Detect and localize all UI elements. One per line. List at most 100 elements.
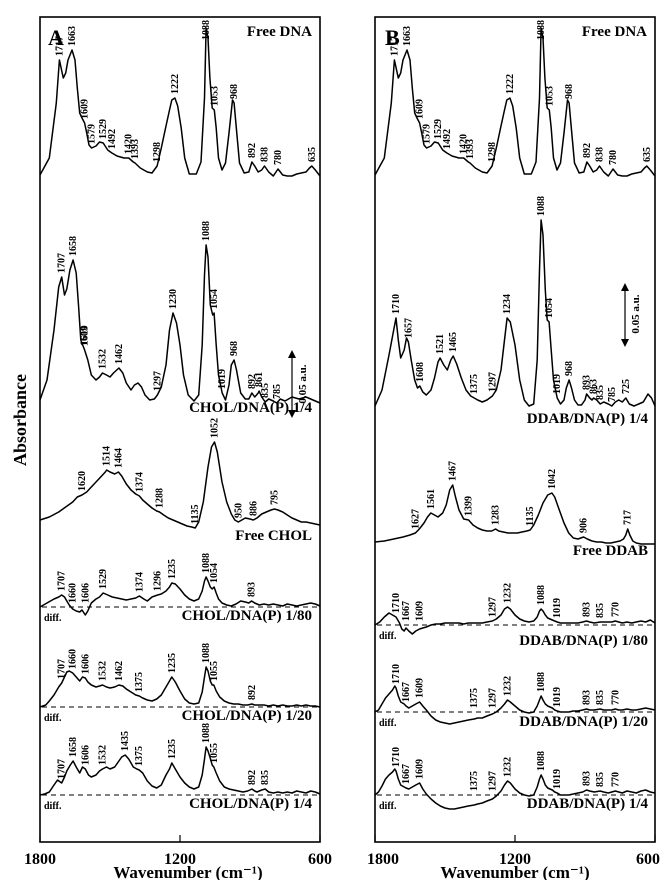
panel-a-peak-label: 1054	[209, 289, 220, 309]
panel-a-peak-label: 1088	[201, 221, 212, 241]
panel-a-series-name-2: CHOL/DNA(P) 1/4	[189, 400, 312, 416]
panel-a-peak-label: 1532	[98, 349, 109, 369]
panel-a-peak-label: 1532	[98, 661, 109, 681]
panel-b-peak-label: 1019	[552, 687, 563, 707]
panel-a-series-name-5: CHOL/DNA(P) 1/20	[182, 708, 312, 724]
panel-b-peak-label: 717	[623, 510, 634, 525]
panel-a-scale-label: 0.05 a.u.	[297, 364, 309, 403]
panel-a-peak-label: 1606	[80, 583, 91, 603]
panel-a-traces: diff. diff. diff.	[39, 27, 321, 812]
panel-a-peak-label: 1088	[201, 553, 212, 573]
panel-b-peak-label: 1608	[415, 362, 426, 382]
panel-a-peak-label: 1088	[201, 20, 212, 40]
panel-a-peak-label: 1135	[190, 505, 201, 524]
panel-b-peak-label: 1561	[426, 489, 437, 509]
panel-a-peak-label: 1375	[134, 672, 145, 692]
panel-b-peak-label: 1467	[448, 461, 459, 481]
panel-b-peak-label: 1088	[536, 20, 547, 40]
panel-b-peak-label: 1232	[503, 757, 514, 777]
panel-a-series-name-3: Free CHOL	[235, 528, 312, 544]
panel-b-diff-label-4: diff.	[379, 631, 397, 642]
panel-b-scale-bar: 0.05 a.u.	[621, 283, 642, 347]
panel-a-peak-label: 1088	[201, 723, 212, 743]
panel-a-peak-label: 1055	[209, 743, 220, 763]
panel-a-trace-4	[39, 576, 321, 616]
panel-b-peak-label: 1420	[459, 134, 470, 154]
panel-b-peak-label: 893	[582, 375, 593, 390]
panel-a-peak-label: 893	[247, 582, 258, 597]
panel-a-peak-label: 635	[307, 147, 318, 162]
panel-b-peak-label: 893	[582, 771, 593, 786]
panel-b-peak-label: 1053	[544, 86, 555, 106]
panel-a-peak-label: 1055	[209, 661, 220, 681]
panel-a-peak-label: 1374	[134, 472, 145, 492]
panel-a-peak-label: 1707	[57, 571, 68, 591]
panel-b-trace-3	[374, 484, 655, 545]
panel-b-peak-label: 1492	[442, 129, 453, 149]
panel-a-peak-label: 1610	[79, 325, 90, 345]
panel-a-peak-label: 1298	[152, 142, 163, 162]
panel-a-diff-label-5: diff.	[44, 713, 62, 724]
panel-a-peak-label: 892	[247, 374, 258, 389]
panel-b-peak-label: 892	[582, 143, 593, 158]
panel-a-peak-label: 1393	[130, 139, 141, 159]
panel-a-peak-label: 1579	[87, 124, 98, 144]
panel-a-peak-label: 892	[247, 143, 258, 158]
panel-b-peak-label: 1088	[536, 672, 547, 692]
panel-a-peak-label: 968	[229, 341, 240, 356]
panel-b-peak-label: 1088	[536, 196, 547, 216]
panel-b-peak-label: 1710	[391, 593, 402, 613]
panel-a-trace-1	[39, 27, 321, 177]
panel-b-peak-label: 1054	[544, 298, 555, 318]
panel-a-peak-label: 1658	[68, 737, 79, 757]
panel-a-peak-label: 1435	[120, 731, 131, 751]
panel-a-peak-label: 795	[270, 490, 281, 505]
panel-b-peak-label: 1393	[465, 139, 476, 159]
panel-b-peak-label: 1465	[448, 332, 459, 352]
panel-a-peak-label: 1462	[114, 344, 125, 364]
panel-b-series-name-4: DDAB/DNA(P) 1/80	[519, 633, 648, 649]
panel-a-xtick-1800: 1800	[24, 851, 56, 868]
panel-a-peak-label: 1235	[167, 559, 178, 579]
panel-a-trace-5	[39, 666, 321, 708]
panel-b-series-name-6: DDAB/DNA(P) 1/4	[527, 796, 649, 812]
panel-b-xtick-1200: 1200	[499, 851, 531, 868]
panel-b-label: B	[385, 25, 400, 50]
panel-b-peak-label: 770	[610, 690, 621, 705]
panel-b-peak-label: 1375	[469, 374, 480, 394]
panel-a-peak-label: 1492	[107, 129, 118, 149]
panel-b-series-name-5: DDAB/DNA(P) 1/20	[519, 714, 648, 730]
panel-a-peak-label: 1529	[98, 119, 109, 139]
panel-b-xtick-1800: 1800	[367, 851, 399, 868]
panel-a-peak-label: 1054	[209, 563, 220, 583]
panel-b-x-axis-label: Wavenumber (cm⁻¹)	[440, 863, 589, 880]
panel-a-peak-label: 1660	[68, 649, 79, 669]
panel-b-peak-label: 770	[610, 772, 621, 787]
panel-b-peak-label: 1717	[389, 36, 400, 56]
panel-b-peak-label: 893	[582, 690, 593, 705]
panel-b-x-ticks: 1800 1200 600	[367, 835, 660, 868]
panel-b-xtick-600: 600	[636, 851, 660, 868]
panel-a-peak-label: 1222	[170, 74, 181, 94]
panel-a-peak-label: 780	[273, 150, 284, 165]
panel-b-traces: diff. diff. diff.	[374, 27, 656, 812]
panel-a-peak-label: 1375	[134, 746, 145, 766]
panel-a-peak-label: 861	[254, 372, 265, 387]
panel-b-peak-label: 1627	[410, 509, 421, 529]
panel-b-peak-label: 1663	[402, 26, 413, 46]
panel-a-peak-label: 1019	[217, 369, 228, 389]
panel-a-peak-label: 1297	[152, 371, 163, 391]
panel-b-peak-label: 906	[579, 518, 590, 533]
panel-b-trace-1	[374, 27, 656, 177]
panel-b-series-name-3: Free DDAB	[573, 543, 648, 559]
panel-a-peak-label: 1374	[134, 572, 145, 592]
panel-b-peak-label: 835	[595, 603, 606, 618]
panel-a-peak-label: 1464	[113, 448, 124, 468]
panel-a-xtick-600: 600	[308, 851, 332, 868]
panel-b-peak-label: 1609	[415, 759, 426, 779]
panel-b-peak-label: 635	[642, 147, 653, 162]
panel-a-peak-label: 835	[260, 383, 271, 398]
panel-a-diff-label-6: diff.	[44, 801, 62, 812]
